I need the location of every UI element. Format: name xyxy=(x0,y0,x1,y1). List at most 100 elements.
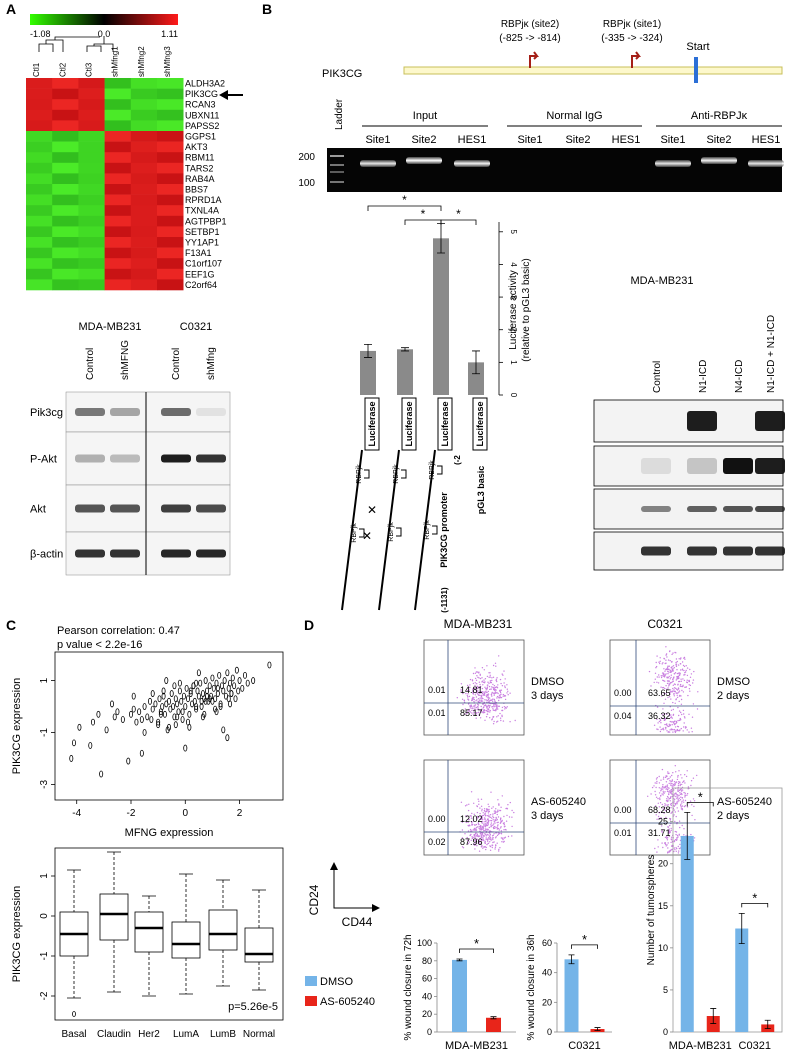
wb-b-band xyxy=(641,458,671,474)
flow-event-dot xyxy=(488,676,490,678)
flow-event-dot xyxy=(487,693,490,695)
wb-a-lane-label: shMFNG xyxy=(120,340,131,380)
flow-event-dot xyxy=(679,783,682,785)
flow-event-dot xyxy=(467,696,469,698)
flow-event-dot xyxy=(677,687,680,689)
flow-event-dot xyxy=(476,699,478,701)
flow-event-dot xyxy=(492,838,494,841)
flow-event-dot xyxy=(509,692,511,694)
flow-event-dot xyxy=(664,713,666,715)
flow-event-dot xyxy=(490,822,493,824)
flow-event-dot xyxy=(681,807,683,810)
scatter-point xyxy=(160,703,165,710)
flow-event-dot xyxy=(482,822,484,824)
flow-event-dot xyxy=(492,806,494,808)
heatmap-cell xyxy=(157,131,184,142)
flow-event-dot xyxy=(472,693,475,695)
flow-event-dot xyxy=(656,676,658,678)
flow-event-dot xyxy=(680,806,682,808)
flow-event-dot xyxy=(474,706,476,708)
flow-event-dot xyxy=(673,789,675,791)
flow-event-dot xyxy=(678,714,680,717)
flow-event-dot xyxy=(474,836,476,839)
flow-event-dot xyxy=(495,844,497,846)
flow-event-dot xyxy=(671,786,673,788)
flow-event-dot xyxy=(500,826,502,828)
box-whisker-cap xyxy=(142,895,156,997)
flow-event-dot xyxy=(660,728,662,731)
scatter-point xyxy=(171,703,176,710)
flow-event-dot xyxy=(648,670,651,673)
flow-event-dot xyxy=(675,722,678,724)
scatter-point xyxy=(200,713,205,721)
flow-event-dot xyxy=(668,777,670,780)
flow-event-dot xyxy=(488,815,490,818)
flow-event-dot xyxy=(665,653,668,655)
scatter-point xyxy=(134,718,139,726)
flow-event-dot xyxy=(679,784,681,787)
heatmap-cell xyxy=(130,279,158,291)
flow-event-dot xyxy=(477,698,480,700)
flow-event-dot xyxy=(665,816,667,819)
flow-event-dot xyxy=(473,833,475,836)
bar-y-label: Number of tumorspheres xyxy=(646,855,657,966)
flow-event-dot xyxy=(495,832,497,834)
flow-event-dot xyxy=(660,675,662,677)
heatmap-cell xyxy=(157,152,184,164)
luc-sig-bracket xyxy=(367,205,442,211)
flow-event-dot xyxy=(491,686,493,688)
flow-event-dot xyxy=(668,665,670,667)
flow-event-dot xyxy=(482,828,484,830)
flow-event-dot xyxy=(690,727,693,729)
scatter-point xyxy=(184,684,189,692)
flow-event-dot xyxy=(667,687,669,689)
heatmap-column-label: Ctl3 xyxy=(85,62,94,77)
flow-event-dot xyxy=(670,709,673,711)
flow-event-dot xyxy=(485,838,487,841)
flow-event-dot xyxy=(671,783,673,785)
heatmap-gene-label: AKT3 xyxy=(185,142,208,152)
flow-event-dot xyxy=(472,820,475,822)
flow-event-dot xyxy=(681,800,683,803)
flow-event-dot xyxy=(486,838,489,840)
flow-event-dot xyxy=(656,718,658,721)
flow-event-dot xyxy=(673,673,675,675)
flow-event-dot xyxy=(683,656,686,659)
wb-b-band xyxy=(755,506,785,512)
flow-event-dot xyxy=(674,811,676,813)
luc-bar xyxy=(468,362,484,395)
flow-event-dot xyxy=(662,708,664,710)
flow-event-dot xyxy=(494,848,496,850)
scatter-point xyxy=(198,679,203,687)
flow-event-dot xyxy=(478,677,480,679)
wb-b-band xyxy=(641,506,671,512)
flow-event-dot xyxy=(663,787,665,789)
flow-event-dot xyxy=(661,842,663,844)
flow-event-dot xyxy=(669,670,672,672)
flow-event-dot xyxy=(499,678,502,681)
bar-chart-y-tick-label: 20 xyxy=(422,1009,432,1019)
luc-bar xyxy=(397,349,413,395)
scatter-point xyxy=(91,718,96,726)
flow-event-dot xyxy=(667,696,669,699)
flow-event-dot xyxy=(692,703,695,705)
flow-event-dot xyxy=(673,804,675,807)
flow-event-dot xyxy=(691,804,693,806)
flow-quadrant-bl: 0.01 xyxy=(614,828,632,838)
heatmap-gene-label: EEF1G xyxy=(185,269,215,279)
flow-event-dot xyxy=(678,677,680,679)
flow-event-dot xyxy=(499,822,502,824)
wb-b-lane-label: Control xyxy=(652,361,663,393)
flow-event-dot xyxy=(486,713,489,715)
flow-event-dot xyxy=(495,679,497,682)
flow-event-dot xyxy=(688,684,690,686)
flow-event-dot xyxy=(668,685,670,687)
flow-event-dot xyxy=(489,688,491,691)
flow-event-dot xyxy=(682,664,685,667)
flow-event-dot xyxy=(471,823,473,825)
wb-b-band xyxy=(755,458,785,474)
flow-event-dot xyxy=(664,836,667,839)
flow-event-dot xyxy=(656,706,659,708)
flow-event-dot xyxy=(501,673,503,675)
bar-chart-y-tick-label: 5 xyxy=(663,985,668,995)
